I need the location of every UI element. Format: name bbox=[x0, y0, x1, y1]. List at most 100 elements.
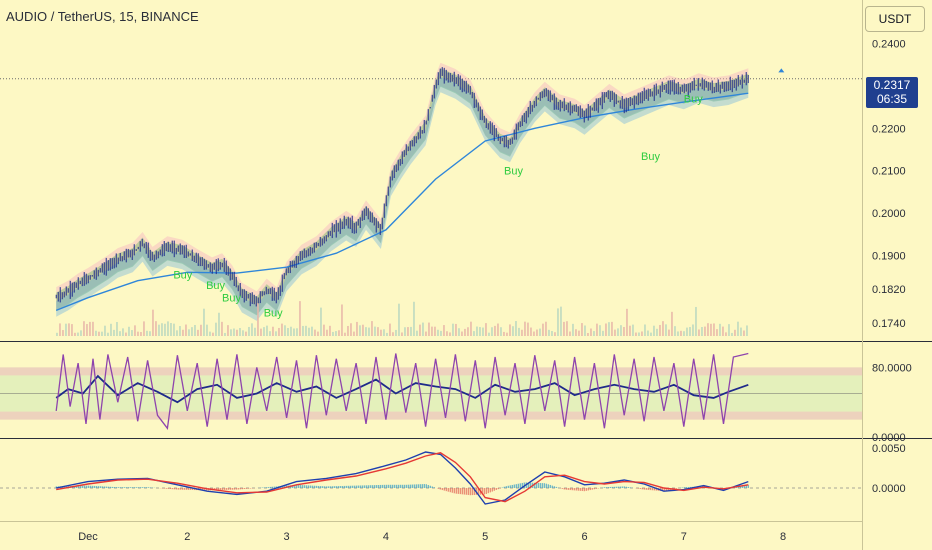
volume-bar bbox=[230, 329, 232, 336]
volume-bar bbox=[371, 321, 373, 336]
volume-bar bbox=[161, 323, 163, 336]
currency-selector[interactable]: USDT bbox=[865, 6, 925, 32]
volume-bar bbox=[356, 321, 358, 336]
volume-bar bbox=[293, 328, 295, 336]
volume-bar bbox=[725, 332, 727, 336]
volume-bar bbox=[716, 329, 718, 336]
volume-bar bbox=[650, 332, 652, 336]
volume-bar bbox=[359, 325, 361, 336]
volume-bar bbox=[107, 332, 109, 336]
volume-bar bbox=[455, 323, 457, 336]
volume-bar bbox=[155, 321, 157, 336]
volume-bar bbox=[182, 329, 184, 336]
volume-bar bbox=[494, 325, 496, 336]
volume-bar bbox=[215, 322, 217, 336]
volume-bar bbox=[119, 331, 121, 336]
volume-bar bbox=[743, 330, 745, 336]
last-price-value: 0.2317 bbox=[873, 78, 911, 92]
projection-arrow bbox=[778, 68, 785, 73]
volume-bar bbox=[566, 321, 568, 336]
volume-bar bbox=[578, 330, 580, 336]
volume-bar bbox=[95, 330, 97, 336]
volume-bar bbox=[332, 331, 334, 336]
volume-bar bbox=[218, 312, 220, 336]
time-axis-label: Dec bbox=[78, 531, 98, 543]
volume-bar bbox=[485, 323, 487, 336]
volume-bar bbox=[104, 325, 106, 336]
volume-bar bbox=[116, 322, 118, 336]
volume-bar bbox=[623, 326, 625, 336]
volume-bar bbox=[380, 329, 382, 336]
buy-signal-label: Buy bbox=[173, 269, 192, 281]
volume-bar bbox=[377, 327, 379, 336]
volume-bar bbox=[632, 324, 634, 336]
volume-bar bbox=[341, 304, 343, 336]
volume-bar bbox=[197, 329, 199, 336]
volume-bar bbox=[542, 323, 544, 336]
volume-bar bbox=[713, 323, 715, 336]
volume-bar bbox=[677, 331, 679, 336]
volume-bar bbox=[407, 327, 409, 336]
volume-bar bbox=[392, 332, 394, 336]
volume-bar bbox=[707, 323, 709, 336]
stoch-k-line bbox=[55, 352, 749, 430]
price-axis-label: 0.1820 bbox=[872, 284, 906, 296]
time-axis-label: 7 bbox=[681, 531, 687, 543]
volume-bar bbox=[695, 306, 697, 336]
volume-bar bbox=[410, 326, 412, 336]
volume-bar bbox=[491, 327, 493, 336]
volume-bar bbox=[206, 324, 208, 336]
time-axis-label: 8 bbox=[780, 531, 786, 543]
volume-bar bbox=[710, 323, 712, 336]
volume-bar bbox=[383, 329, 385, 336]
volume-bar bbox=[647, 330, 649, 336]
volume-bar bbox=[335, 331, 337, 336]
volume-bar bbox=[194, 324, 196, 336]
volume-bar bbox=[221, 321, 223, 336]
volume-bar bbox=[653, 325, 655, 336]
last-price-tag: 0.2317 06:35 bbox=[866, 77, 918, 108]
volume-bar bbox=[59, 323, 61, 336]
volume-bar bbox=[569, 331, 571, 336]
volume-bar bbox=[179, 326, 181, 336]
volume-bar bbox=[734, 329, 736, 336]
volume-bar bbox=[722, 326, 724, 336]
time-axis-label: 6 bbox=[581, 531, 587, 543]
volume-bar bbox=[272, 326, 274, 336]
volume-bar bbox=[83, 321, 85, 336]
volume-bar bbox=[404, 327, 406, 336]
volume-bar bbox=[518, 327, 520, 336]
volume-bar bbox=[266, 325, 268, 336]
volume-bar bbox=[497, 323, 499, 336]
volume-bar bbox=[224, 332, 226, 336]
volume-bar bbox=[626, 308, 628, 336]
volume-bar bbox=[740, 327, 742, 336]
volume-bar bbox=[263, 327, 265, 336]
volume-bar bbox=[278, 327, 280, 336]
volume-bar bbox=[146, 330, 148, 336]
volume-bar bbox=[584, 325, 586, 336]
volume-bar bbox=[533, 331, 535, 336]
volume-bar bbox=[572, 323, 574, 336]
volume-bar bbox=[593, 331, 595, 336]
volume-bar bbox=[320, 307, 322, 336]
price-axis-label: 0.2000 bbox=[872, 208, 906, 220]
volume-bar bbox=[419, 324, 421, 336]
volume-bar bbox=[581, 323, 583, 336]
volume-bar bbox=[353, 331, 355, 336]
price-axis-label: 0.2100 bbox=[872, 166, 906, 178]
volume-bar bbox=[434, 326, 436, 336]
volume-bar bbox=[305, 325, 307, 336]
volume-bar bbox=[641, 331, 643, 336]
volume-bar bbox=[122, 328, 124, 336]
volume-bar bbox=[464, 328, 466, 336]
volume-bar bbox=[524, 321, 526, 336]
volume-bar bbox=[413, 301, 415, 336]
volume-bar bbox=[314, 329, 316, 336]
volume-bar bbox=[539, 328, 541, 336]
volume-bar bbox=[248, 326, 250, 336]
volume-bar bbox=[287, 327, 289, 336]
volume-bar bbox=[509, 324, 511, 336]
volume-bar bbox=[701, 327, 703, 336]
